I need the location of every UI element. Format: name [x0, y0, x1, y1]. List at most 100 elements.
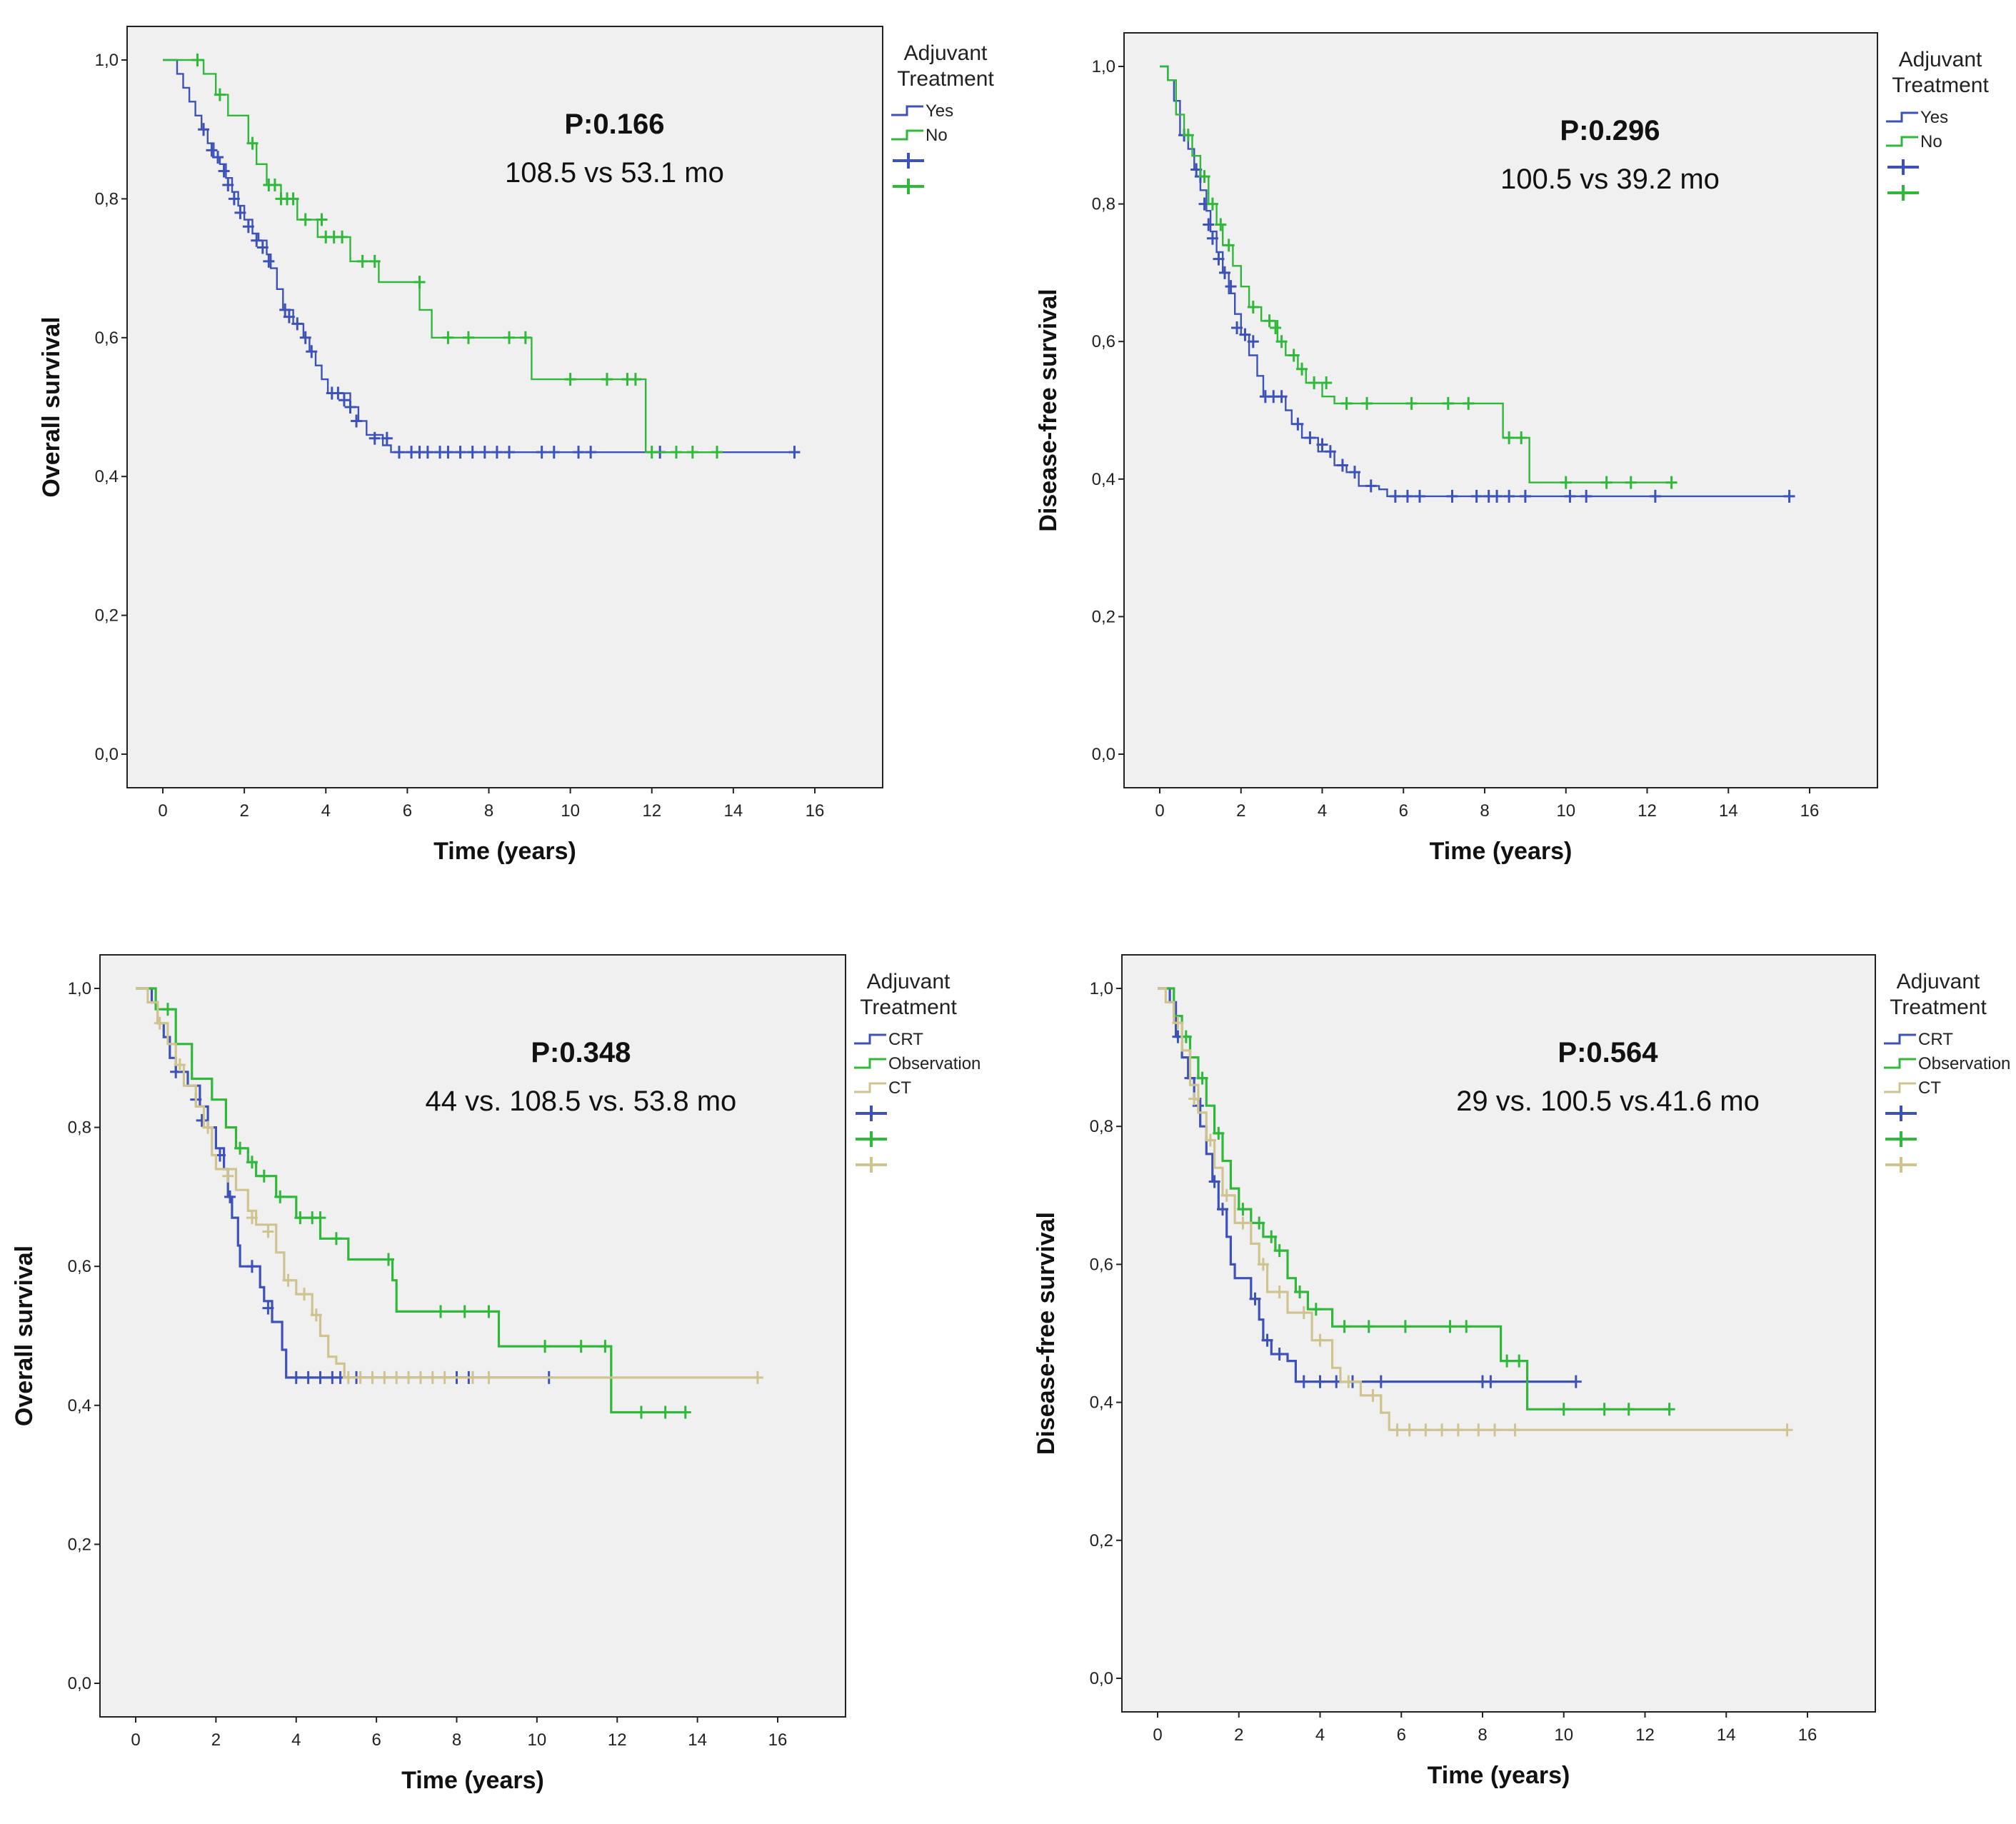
- y-tick-label: 0,4: [1092, 470, 1115, 489]
- censor-mark: [548, 446, 560, 459]
- censor-mark: [1288, 349, 1300, 362]
- km-curve-no: [1160, 65, 1672, 483]
- censor-mark: [314, 1211, 326, 1225]
- legend-censor-swatch: [1885, 1157, 1917, 1173]
- censor-mark: [1401, 489, 1413, 503]
- censor-mark: [1273, 1244, 1285, 1258]
- censor-mark: [1391, 1423, 1403, 1437]
- y-tick-label: 0,2: [1090, 1531, 1113, 1550]
- censor-mark: [1513, 1354, 1525, 1368]
- p-value: P:0.564: [1558, 1037, 1658, 1068]
- censor-mark: [1270, 321, 1282, 334]
- censor-mark: [1403, 1423, 1415, 1437]
- y-tick-label: 1,0: [1092, 57, 1115, 76]
- x-tick-label: 14: [1719, 801, 1738, 821]
- censor-mark: [1338, 1320, 1350, 1333]
- panel-3: 0,0 0,2 0,4 0,6 0,8 1,0 0 2 4 6 8 10 12 14 16 Time (yea…: [11, 954, 981, 1794]
- censor-mark: [1275, 390, 1288, 404]
- x-tick-label: 2: [239, 801, 249, 821]
- panel-2: 0,0 0,2 0,4 0,6 0,8 1,0 0 2 4 6 8 10 12 14 16 Time (yea…: [1035, 32, 1989, 865]
- x-tick-label: 12: [1638, 801, 1657, 821]
- y-tick-label: 0,0: [95, 745, 119, 764]
- censor-mark: [1452, 1423, 1464, 1437]
- x-tick-label: 6: [403, 801, 412, 821]
- censor-mark: [1213, 1126, 1225, 1140]
- censor-mark: [1320, 376, 1333, 389]
- censor-mark: [1343, 1375, 1355, 1388]
- censor-mark: [246, 1211, 258, 1225]
- censor-mark: [1519, 489, 1531, 503]
- x-tick-label: 6: [371, 1730, 381, 1750]
- censor-mark: [1261, 1333, 1273, 1347]
- legend-line-swatch: [1884, 1033, 1916, 1045]
- censor-mark: [1414, 489, 1425, 503]
- median-survival: 108.5 vs 53.1 mo: [505, 157, 724, 189]
- censor-mark: [1237, 1216, 1249, 1230]
- censor-mark: [246, 136, 259, 150]
- censor-mark: [442, 331, 454, 344]
- x-tick-label: 6: [1397, 1725, 1406, 1745]
- y-tick-label: 0,0: [1092, 745, 1115, 764]
- legend-label: Observation: [1918, 1054, 2010, 1073]
- censor-mark: [1310, 1303, 1322, 1316]
- legend-censor-swatch: [1885, 1106, 1917, 1121]
- censor-mark: [1600, 476, 1613, 489]
- censor-mark: [344, 401, 356, 414]
- censor-mark: [368, 431, 381, 445]
- legend-label: CT: [1918, 1078, 1941, 1098]
- censor-mark: [218, 164, 230, 178]
- y-axis-title: Overall survival: [38, 316, 65, 497]
- y-tick-label: 0,4: [1090, 1393, 1113, 1413]
- censor-mark: [234, 206, 246, 219]
- x-tick-label: 2: [211, 1730, 221, 1750]
- censor-mark: [1298, 1375, 1310, 1388]
- censor-mark: [1324, 445, 1336, 458]
- censor-mark: [206, 144, 218, 157]
- censor-mark: [378, 1370, 391, 1384]
- censor-mark: [679, 1405, 691, 1419]
- censor-mark: [466, 446, 478, 459]
- censor-mark: [1598, 1403, 1610, 1416]
- plot-area: [1123, 32, 1878, 788]
- censor-mark: [503, 331, 516, 344]
- legend-label: No: [1920, 132, 1942, 151]
- censor-mark: [161, 1003, 174, 1016]
- censor-mark: [585, 446, 597, 459]
- censor-mark: [366, 1370, 378, 1384]
- panel-1: 0,0 0,2 0,4 0,6 0,8 1,0 0 2 4 6 8 10 12 14 16 Time (yea…: [38, 26, 994, 865]
- censor-mark: [1316, 438, 1328, 451]
- legend-line-swatch: [854, 1082, 886, 1093]
- legend-title: Treatment: [897, 67, 994, 91]
- x-axis-title: Time (years): [1428, 1762, 1570, 1789]
- censor-mark: [290, 1370, 302, 1384]
- censor-mark: [198, 123, 210, 136]
- y-tick-label: 1,0: [68, 979, 91, 998]
- censor-mark: [1375, 1375, 1387, 1388]
- censor-mark: [1188, 1092, 1200, 1106]
- x-axis-title: Time (years): [433, 838, 576, 865]
- x-tick-label: 12: [1635, 1725, 1655, 1745]
- censor-mark: [381, 431, 393, 445]
- legend-title: Adjuvant: [904, 41, 988, 65]
- legend-line-swatch: [1884, 1082, 1916, 1093]
- x-tick-label: 4: [321, 801, 331, 821]
- censor-mark: [539, 1340, 551, 1353]
- legend-censor-swatch: [1885, 1131, 1917, 1147]
- censor-mark: [154, 1016, 166, 1030]
- censor-mark: [442, 446, 454, 459]
- panel-4: 0,0 0,2 0,4 0,6 0,8 1,0 0 2 4 6 8 10 12 14 16 Time (yea…: [1033, 954, 2010, 1789]
- x-tick-label: 12: [608, 1730, 627, 1750]
- censor-mark: [222, 1169, 234, 1183]
- censor-mark: [1257, 1258, 1269, 1271]
- censor-mark: [191, 54, 204, 66]
- x-tick-label: 8: [452, 1730, 461, 1750]
- censor-mark: [1580, 489, 1593, 503]
- censor-mark: [356, 254, 368, 268]
- censor-mark: [1196, 1071, 1208, 1085]
- censor-mark: [1460, 1320, 1473, 1333]
- median-survival: 100.5 vs 39.2 mo: [1500, 164, 1720, 195]
- censor-mark: [1198, 170, 1210, 184]
- censor-mark: [262, 1225, 274, 1238]
- x-tick-label: 0: [131, 1730, 140, 1750]
- y-axis-title: Disease-free survival: [1035, 289, 1062, 531]
